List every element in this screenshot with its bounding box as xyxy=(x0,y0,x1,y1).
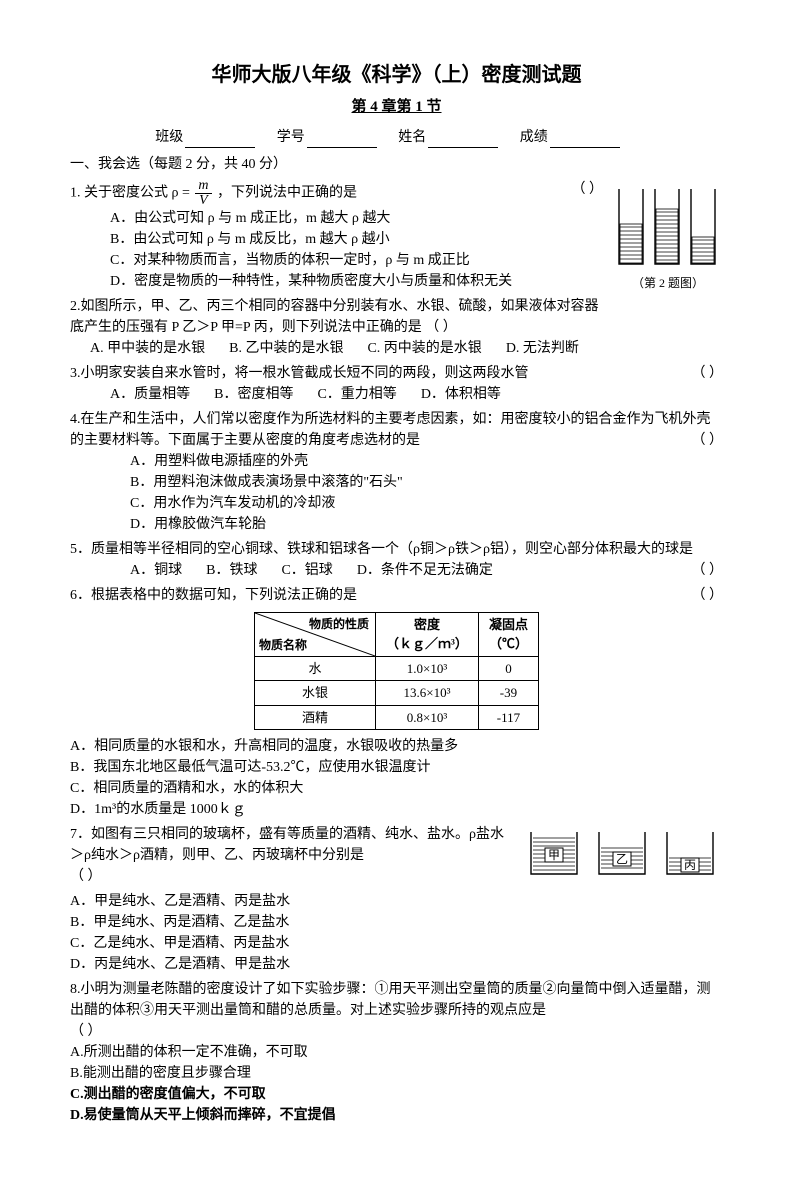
q6-opt-c[interactable]: C．相同质量的酒精和水，水的体积大 xyxy=(70,778,723,799)
q4-stem: 4.在生产和生活中，人们常以密度作为所选材料的主要考虑因素，如：用密度较小的铝合… xyxy=(70,412,711,448)
answer-paren[interactable]: （ ） xyxy=(692,363,724,384)
density-table: 物质的性质 物质名称 密度 （ｋｇ／ｍ³） 凝固点 （℃） 水 1.0×10³ … xyxy=(254,612,539,731)
cell-freeze: -39 xyxy=(478,681,538,706)
q4-opt-a[interactable]: A．用塑料做电源插座的外壳 xyxy=(130,451,403,472)
q7-opt-a[interactable]: A．甲是纯水、乙是酒精、丙是盐水 xyxy=(70,891,383,912)
fraction-m-over-v: m V xyxy=(195,179,211,208)
cell-freeze: -117 xyxy=(478,705,538,730)
question-5: 5．质量相等半径相同的空心铜球、铁球和铝球各一个（ρ铜＞ρ铁＞ρ铝），则空心部分… xyxy=(70,539,723,581)
cell-density: 1.0×10³ xyxy=(376,656,479,681)
q5-opt-a[interactable]: A．铜球 xyxy=(130,560,182,581)
question-7: 甲 乙 丙 7．如图有三只相同的玻璃杯，盛有等质量的酒精、纯水、盐水。ρ盐水＞ρ… xyxy=(70,824,723,975)
q3-stem: 3.小明家安装自来水管时，将一根水管截成长短不同的两段，则这两段水管 xyxy=(70,366,529,381)
q4-opt-c[interactable]: C．用水作为汽车发动机的冷却液 xyxy=(130,493,403,514)
q8-opt-c[interactable]: C.测出醋的密度值偏大，不可取 xyxy=(70,1084,383,1105)
name-blank[interactable] xyxy=(428,133,498,148)
section-1-head: 一、我会选（每题 2 分，共 40 分） xyxy=(70,154,723,175)
student-info-line: 班级 学号 姓名 成绩 xyxy=(70,127,723,148)
q6-opt-d[interactable]: D．1m³的水质量是 1000ｋｇ xyxy=(70,799,723,820)
cell-density: 13.6×10³ xyxy=(376,681,479,706)
q1-opt-c[interactable]: C．对某种物质而言，当物质的体积一定时，ρ 与 m 成正比 xyxy=(110,250,603,271)
fraction-numerator: m xyxy=(195,179,211,194)
figure-q2-caption: （第 2 题图） xyxy=(632,276,704,290)
figure-q2: （第 2 题图） xyxy=(613,179,723,292)
q4-opt-b[interactable]: B．用塑料泡沫做成表演场景中滚落的"石头" xyxy=(130,472,427,493)
question-6: 6．根据表格中的数据可知，下列说法正确的是 （ ） 物质的性质 物质名称 密度 … xyxy=(70,585,723,821)
question-8: 8.小明为测量老陈醋的密度设计了如下实验步骤：①用天平测出空量筒的质量②向量筒中… xyxy=(70,979,723,1126)
col-density-unit: （ｋｇ／ｍ³） xyxy=(386,634,468,654)
class-blank[interactable] xyxy=(185,133,255,148)
score-label: 成绩 xyxy=(520,130,548,145)
answer-paren[interactable]: （ ） xyxy=(692,560,724,581)
answer-paren[interactable]: （ ） xyxy=(692,585,724,606)
id-blank[interactable] xyxy=(307,133,377,148)
q2-opt-c[interactable]: C. 丙中装的是水银 xyxy=(367,338,481,359)
q2-opt-b[interactable]: B. 乙中装的是水银 xyxy=(229,338,343,359)
q4-opt-d[interactable]: D．用橡胶做汽车轮胎 xyxy=(130,514,427,535)
table-row: 酒精 0.8×10³ -117 xyxy=(255,705,539,730)
q5-stem: 5．质量相等半径相同的空心铜球、铁球和铝球各一个（ρ铜＞ρ铁＞ρ铝），则空心部分… xyxy=(70,542,693,557)
cell-name: 水银 xyxy=(255,681,376,706)
q5-opt-c[interactable]: C．铝球 xyxy=(281,560,332,581)
name-label: 姓名 xyxy=(398,130,426,145)
q1-opt-a[interactable]: A．由公式可知 ρ 与 m 成正比，m 越大 ρ 越大 xyxy=(110,208,603,229)
page-title: 华师大版八年级《科学》（上）密度测试题 xyxy=(70,60,723,90)
q2-opt-d[interactable]: D. 无法判断 xyxy=(506,338,579,359)
cell-freeze: 0 xyxy=(478,656,538,681)
table-row: 水 1.0×10³ 0 xyxy=(255,656,539,681)
table-diag-top: 物质的性质 xyxy=(309,615,369,633)
q3-opt-d[interactable]: D．体积相等 xyxy=(421,384,501,405)
answer-paren[interactable]: （ ） xyxy=(572,179,604,200)
q8-stem: 8.小明为测量老陈醋的密度设计了如下实验步骤：①用天平测出空量筒的质量②向量筒中… xyxy=(70,982,711,1018)
q3-opt-b[interactable]: B．密度相等 xyxy=(214,384,293,405)
q7-stem: 7．如图有三只相同的玻璃杯，盛有等质量的酒精、纯水、盐水。ρ盐水＞ρ纯水＞ρ酒精… xyxy=(70,827,504,863)
col-freeze-unit: （℃） xyxy=(489,634,528,654)
q1-stem-post: ，下列说法中正确的是 xyxy=(217,185,357,200)
cup-label-b: 乙 xyxy=(616,852,628,866)
q1-opt-d[interactable]: D．密度是物质的一种特性，某种物质密度大小与质量和体积无关 xyxy=(110,271,603,292)
question-2: 2.如图所示，甲、乙、丙三个相同的容器中分别装有水、水银、硫酸，如果液体对容器底… xyxy=(70,296,723,359)
question-3: 3.小明家安装自来水管时，将一根水管截成长短不同的两段，则这两段水管 （ ） A… xyxy=(70,363,723,405)
table-diag-bottom: 物质名称 xyxy=(259,636,307,654)
cup-label-a: 甲 xyxy=(548,848,560,862)
cups-icon: 甲 乙 丙 xyxy=(523,824,723,884)
col-freeze: 凝固点 xyxy=(489,615,528,635)
page-subtitle: 第 4 章第 1 节 xyxy=(70,96,723,119)
class-label: 班级 xyxy=(155,130,183,145)
table-row: 水银 13.6×10³ -39 xyxy=(255,681,539,706)
q1-stem-pre: 1. 关于密度公式 ρ = xyxy=(70,185,193,200)
col-density: 密度 xyxy=(386,615,468,635)
cell-name: 酒精 xyxy=(255,705,376,730)
question-4: 4.在生产和生活中，人们常以密度作为所选材料的主要考虑因素，如：用密度较小的铝合… xyxy=(70,409,723,535)
answer-paren[interactable]: （ ） xyxy=(692,430,724,451)
q8-opt-b[interactable]: B.能测出醋的密度且步骤合理 xyxy=(70,1063,383,1084)
figure-q7: 甲 乙 丙 xyxy=(523,824,723,891)
q8-opt-a[interactable]: A.所测出醋的体积一定不准确，不可取 xyxy=(70,1042,383,1063)
score-blank[interactable] xyxy=(550,133,620,148)
cell-name: 水 xyxy=(255,656,376,681)
q8-opt-d[interactable]: D.易使量筒从天平上倾斜而摔碎，不宜提倡 xyxy=(70,1105,383,1126)
cup-label-c: 丙 xyxy=(684,858,696,872)
q1-opt-b[interactable]: B．由公式可知 ρ 与 m 成反比，m 越大 ρ 越小 xyxy=(110,229,603,250)
q6-opt-b[interactable]: B．我国东北地区最低气温可达-53.2℃，应使用水银温度计 xyxy=(70,757,723,778)
q5-opt-d[interactable]: D．条件不足无法确定 xyxy=(357,560,493,581)
q7-opt-d[interactable]: D．丙是纯水、乙是酒精、甲是盐水 xyxy=(70,954,383,975)
id-label: 学号 xyxy=(277,130,305,145)
answer-paren[interactable]: （ ） xyxy=(70,869,102,884)
cell-density: 0.8×10³ xyxy=(376,705,479,730)
q2-opt-a[interactable]: A. 甲中装的是水银 xyxy=(90,338,205,359)
q7-opt-b[interactable]: B．甲是纯水、丙是酒精、乙是盐水 xyxy=(70,912,383,933)
q6-opt-a[interactable]: A．相同质量的水银和水，升高相同的温度，水银吸收的热量多 xyxy=(70,736,723,757)
fraction-denominator: V xyxy=(195,194,211,208)
q7-opt-c[interactable]: C．乙是纯水、甲是酒精、丙是盐水 xyxy=(70,933,383,954)
answer-paren[interactable]: （ ） xyxy=(70,1024,102,1039)
question-1: （第 2 题图） 1. 关于密度公式 ρ = m V ，下列说法中正确的是 （ … xyxy=(70,179,723,292)
q5-opt-b[interactable]: B．铁球 xyxy=(206,560,257,581)
containers-icon xyxy=(613,179,723,274)
q2-stem: 2.如图所示，甲、乙、丙三个相同的容器中分别装有水、水银、硫酸，如果液体对容器底… xyxy=(70,299,599,335)
q6-stem: 6．根据表格中的数据可知，下列说法正确的是 xyxy=(70,588,357,603)
q3-opt-a[interactable]: A．质量相等 xyxy=(110,384,190,405)
q3-opt-c[interactable]: C．重力相等 xyxy=(317,384,396,405)
